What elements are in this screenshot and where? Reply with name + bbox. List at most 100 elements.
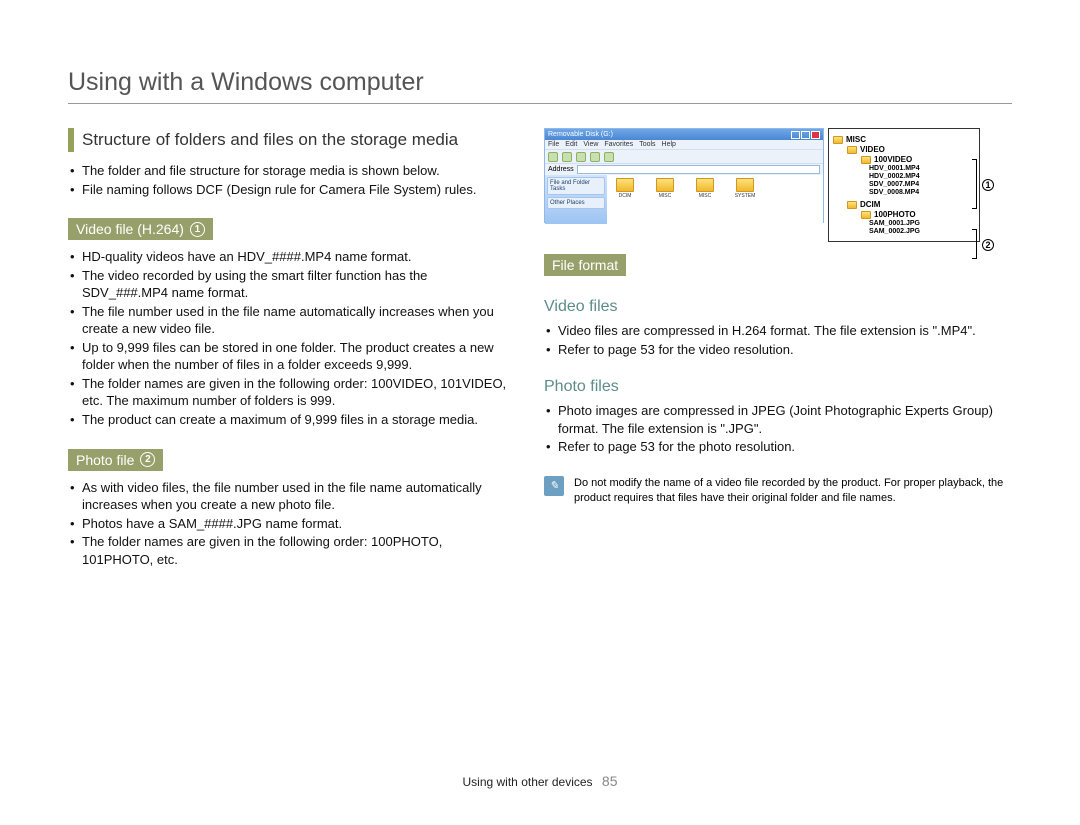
- tree-node: VIDEO: [860, 145, 885, 154]
- menu-item: File: [548, 141, 559, 148]
- tree-file: SDV_0008.MP4: [869, 189, 919, 196]
- video-file-header: Video file (H.264) 1: [68, 218, 213, 240]
- max-icon: [801, 131, 810, 139]
- menu-item: Help: [662, 141, 676, 148]
- section-header: Structure of folders and files on the st…: [68, 128, 508, 152]
- file-format-header: File format: [544, 254, 626, 276]
- folder-item: MISC: [690, 178, 720, 199]
- tree-node: 100VIDEO: [874, 155, 912, 164]
- folder-item: DCIM: [610, 178, 640, 199]
- address-field: [577, 165, 820, 174]
- bullet: Up to 9,999 files can be stored in one f…: [82, 339, 508, 374]
- forward-icon: [562, 152, 572, 162]
- photo-file-header: Photo file 2: [68, 449, 163, 471]
- photo-files-bullets: Photo images are compressed in JPEG (Joi…: [544, 402, 1012, 456]
- bullet: File naming follows DCF (Design rule for…: [82, 181, 508, 199]
- video-file-number: 1: [190, 222, 205, 237]
- tag-label: File format: [552, 257, 618, 273]
- bullet: HD-quality videos have an HDV_####.MP4 n…: [82, 248, 508, 266]
- video-files-subhead: Video files: [544, 298, 1012, 316]
- tree-file: SAM_0002.JPG: [869, 228, 920, 235]
- folder-icon: [847, 146, 857, 154]
- tag-label: Photo file: [76, 452, 134, 468]
- sidebar-panel-title: Other Places: [550, 200, 602, 206]
- photo-file-bullets: As with video files, the file number use…: [68, 479, 508, 569]
- footer-section: Using with other devices: [463, 775, 593, 789]
- bullet: Video files are compressed in H.264 form…: [558, 322, 1012, 340]
- bullet: The file number used in the file name au…: [82, 303, 508, 338]
- sidebar-panel: Other Places: [547, 197, 605, 209]
- folder-tree-diagram: MISC VIDEO 100VIDEO HDV_0001.MP4 HDV_000…: [828, 128, 980, 242]
- video-files-bullets: Video files are compressed in H.264 form…: [544, 322, 1012, 358]
- tree-file: SAM_0001.JPG: [869, 220, 920, 227]
- folders-icon: [604, 152, 614, 162]
- menu-item: Edit: [565, 141, 577, 148]
- photo-files-subhead: Photo files: [544, 378, 1012, 396]
- min-icon: [791, 131, 800, 139]
- tree-file: HDV_0001.MP4: [869, 165, 920, 172]
- tree-marker-2: 2: [982, 239, 994, 251]
- tree-node: 100PHOTO: [874, 210, 916, 219]
- bullet: The folder names are given in the follow…: [82, 533, 508, 568]
- folder-name: MISC: [659, 193, 672, 199]
- folder-icon: [736, 178, 754, 192]
- menu-item: View: [583, 141, 598, 148]
- folder-icon: [616, 178, 634, 192]
- video-file-bullets: HD-quality videos have an HDV_####.MP4 n…: [68, 248, 508, 428]
- search-icon: [590, 152, 600, 162]
- folder-icon: [847, 201, 857, 209]
- folder-icon: [833, 136, 843, 144]
- right-column: Removable Disk (G:) File Edit View Favor…: [544, 128, 1012, 588]
- bullet: Refer to page 53 for the video resolutio…: [558, 341, 1012, 359]
- folder-icon: [656, 178, 674, 192]
- bullet: Refer to page 53 for the photo resolutio…: [558, 438, 1012, 456]
- explorer-toolbar: [545, 149, 823, 163]
- explorer-addressbar: Address: [545, 163, 823, 175]
- up-icon: [576, 152, 586, 162]
- folder-name: MISC: [699, 193, 712, 199]
- page-title: Using with a Windows computer: [68, 68, 1012, 104]
- folder-item: MISC: [650, 178, 680, 199]
- tree-node: DCIM: [860, 200, 880, 209]
- note-text: Do not modify the name of a video file r…: [574, 476, 1012, 506]
- explorer-menubar: File Edit View Favorites Tools Help: [545, 140, 823, 149]
- bullet: Photo images are compressed in JPEG (Joi…: [558, 402, 1012, 437]
- tree-file: HDV_0002.MP4: [869, 173, 920, 180]
- left-column: Structure of folders and files on the st…: [68, 128, 508, 588]
- explorer-titlebar: Removable Disk (G:): [545, 129, 823, 140]
- sidebar-panel-title: File and Folder Tasks: [550, 180, 602, 192]
- bullet: The product can create a maximum of 9,99…: [82, 411, 508, 429]
- close-icon: [811, 131, 820, 139]
- tree-node: MISC: [846, 135, 866, 144]
- tag-label: Video file (H.264): [76, 221, 184, 237]
- tree-marker-1: 1: [982, 179, 994, 191]
- bullet: The folder names are given in the follow…: [82, 375, 508, 410]
- tree-file: SDV_0007.MP4: [869, 181, 919, 188]
- explorer-window: Removable Disk (G:) File Edit View Favor…: [544, 128, 824, 223]
- intro-bullets: The folder and file structure for storag…: [68, 162, 508, 198]
- menu-item: Favorites: [604, 141, 633, 148]
- note-icon: ✎: [544, 476, 564, 496]
- folder-icon: [861, 211, 871, 219]
- bullet: The video recorded by using the smart fi…: [82, 267, 508, 302]
- folder-name: SYSTEM: [735, 193, 756, 199]
- folder-item: SYSTEM: [730, 178, 760, 199]
- note-row: ✎ Do not modify the name of a video file…: [544, 476, 1012, 506]
- explorer-main: DCIM MISC MISC SYSTEM: [607, 175, 823, 224]
- address-label: Address: [548, 166, 574, 173]
- bullet: The folder and file structure for storag…: [82, 162, 508, 180]
- explorer-title: Removable Disk (G:): [548, 131, 613, 138]
- bullet: As with video files, the file number use…: [82, 479, 508, 514]
- folder-icon: [861, 156, 871, 164]
- back-icon: [548, 152, 558, 162]
- screenshot-row: Removable Disk (G:) File Edit View Favor…: [544, 128, 1012, 242]
- sidebar-panel: File and Folder Tasks: [547, 177, 605, 195]
- menu-item: Tools: [639, 141, 655, 148]
- photo-file-number: 2: [140, 452, 155, 467]
- footer-page-number: 85: [602, 773, 618, 789]
- explorer-sidebar: File and Folder Tasks Other Places: [545, 175, 607, 224]
- folder-name: DCIM: [619, 193, 632, 199]
- folder-icon: [696, 178, 714, 192]
- page-footer: Using with other devices 85: [0, 773, 1080, 789]
- bullet: Photos have a SAM_####.JPG name format.: [82, 515, 508, 533]
